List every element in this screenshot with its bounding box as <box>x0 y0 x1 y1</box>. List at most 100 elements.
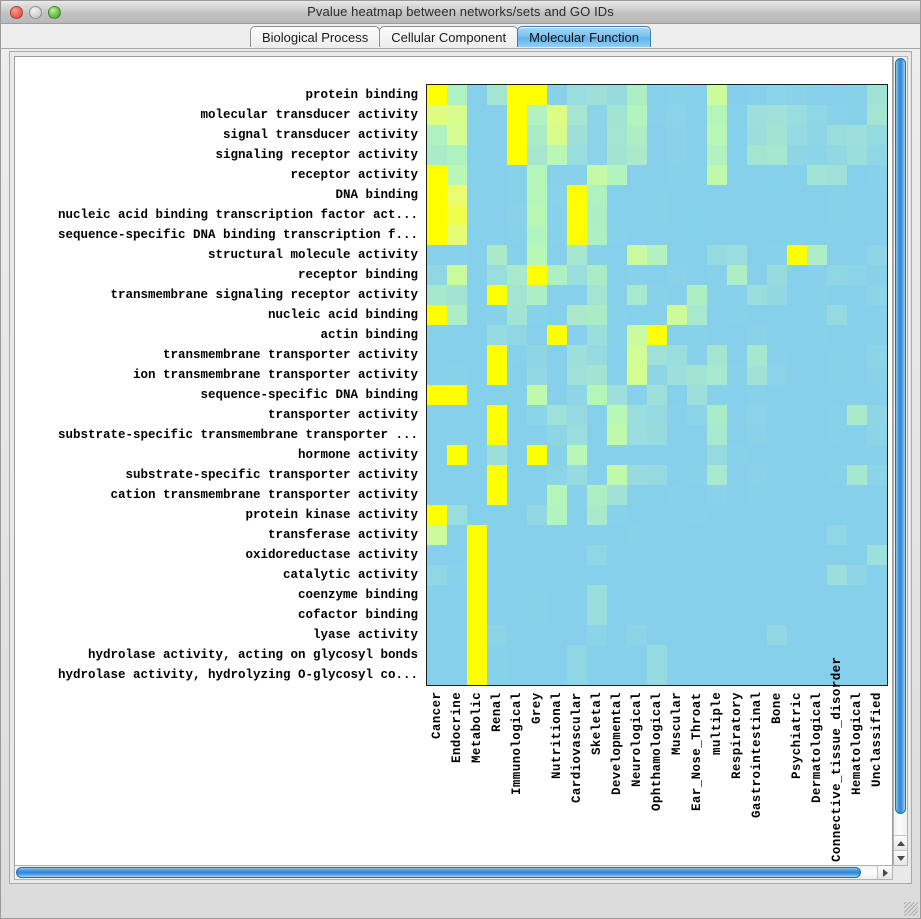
heatmap-cell[interactable] <box>827 185 847 205</box>
heatmap-cell[interactable] <box>767 165 787 185</box>
heatmap-cell[interactable] <box>747 625 767 645</box>
heatmap-cell[interactable] <box>687 445 707 465</box>
heatmap-cell[interactable] <box>507 505 527 525</box>
heatmap-cell[interactable] <box>767 205 787 225</box>
heatmap-cell[interactable] <box>627 125 647 145</box>
heatmap-cell[interactable] <box>747 165 767 185</box>
heatmap-cell[interactable] <box>567 625 587 645</box>
heatmap-cell[interactable] <box>847 385 867 405</box>
heatmap-cell[interactable] <box>687 85 707 105</box>
heatmap-cell[interactable] <box>807 585 827 605</box>
heatmap-cell[interactable] <box>767 665 787 685</box>
heatmap-cell[interactable] <box>447 505 467 525</box>
heatmap-cell[interactable] <box>647 185 667 205</box>
heatmap-cell[interactable] <box>587 105 607 125</box>
heatmap-cell[interactable] <box>487 385 507 405</box>
heatmap-cell[interactable] <box>427 85 447 105</box>
heatmap-cell[interactable] <box>427 385 447 405</box>
heatmap-cell[interactable] <box>627 345 647 365</box>
heatmap-cell[interactable] <box>727 445 747 465</box>
heatmap-cell[interactable] <box>507 105 527 125</box>
heatmap-cell[interactable] <box>487 225 507 245</box>
heatmap-cell[interactable] <box>787 425 807 445</box>
heatmap-cell[interactable] <box>707 605 727 625</box>
heatmap-cell[interactable] <box>427 205 447 225</box>
heatmap-cell[interactable] <box>727 405 747 425</box>
heatmap-cell[interactable] <box>867 225 887 245</box>
heatmap-cell[interactable] <box>667 665 687 685</box>
heatmap-cell[interactable] <box>567 665 587 685</box>
heatmap-cell[interactable] <box>587 465 607 485</box>
heatmap-cell[interactable] <box>427 485 447 505</box>
heatmap-cell[interactable] <box>467 165 487 185</box>
heatmap-cell[interactable] <box>567 225 587 245</box>
heatmap-cell[interactable] <box>547 285 567 305</box>
heatmap-cell[interactable] <box>747 205 767 225</box>
heatmap-cell[interactable] <box>427 305 447 325</box>
heatmap-cell[interactable] <box>847 645 867 665</box>
heatmap-cell[interactable] <box>527 385 547 405</box>
heatmap-cell[interactable] <box>427 365 447 385</box>
heatmap-cell[interactable] <box>867 325 887 345</box>
heatmap-cell[interactable] <box>707 505 727 525</box>
heatmap-cell[interactable] <box>667 365 687 385</box>
heatmap-cell[interactable] <box>487 645 507 665</box>
heatmap-cell[interactable] <box>487 545 507 565</box>
heatmap-cell[interactable] <box>547 145 567 165</box>
heatmap-cell[interactable] <box>427 645 447 665</box>
heatmap-cell[interactable] <box>747 525 767 545</box>
heatmap-cell[interactable] <box>427 265 447 285</box>
heatmap-cell[interactable] <box>867 505 887 525</box>
heatmap-cell[interactable] <box>607 165 627 185</box>
heatmap-cell[interactable] <box>607 645 627 665</box>
heatmap-cell[interactable] <box>567 125 587 145</box>
close-button[interactable] <box>10 6 23 19</box>
heatmap-cell[interactable] <box>787 405 807 425</box>
heatmap-cell[interactable] <box>627 525 647 545</box>
heatmap-cell[interactable] <box>747 245 767 265</box>
heatmap-cell[interactable] <box>587 325 607 345</box>
heatmap-cell[interactable] <box>587 245 607 265</box>
vertical-scrollbar[interactable] <box>893 56 908 866</box>
heatmap-cell[interactable] <box>487 165 507 185</box>
heatmap-cell[interactable] <box>447 105 467 125</box>
heatmap-cell[interactable] <box>807 605 827 625</box>
heatmap-cell[interactable] <box>607 425 627 445</box>
heatmap-cell[interactable] <box>847 565 867 585</box>
heatmap-cell[interactable] <box>667 125 687 145</box>
heatmap-cell[interactable] <box>767 225 787 245</box>
heatmap-cell[interactable] <box>767 185 787 205</box>
heatmap-cell[interactable] <box>867 445 887 465</box>
heatmap-cell[interactable] <box>767 345 787 365</box>
heatmap-cell[interactable] <box>587 365 607 385</box>
heatmap-cell[interactable] <box>547 185 567 205</box>
heatmap-cell[interactable] <box>767 545 787 565</box>
heatmap-cell[interactable] <box>847 505 867 525</box>
heatmap-cell[interactable] <box>527 665 547 685</box>
heatmap-cell[interactable] <box>747 345 767 365</box>
heatmap-cell[interactable] <box>627 445 647 465</box>
heatmap-cell[interactable] <box>847 85 867 105</box>
heatmap-cell[interactable] <box>707 485 727 505</box>
heatmap-cell[interactable] <box>587 445 607 465</box>
heatmap-cell[interactable] <box>647 665 667 685</box>
heatmap-cell[interactable] <box>527 565 547 585</box>
heatmap-cell[interactable] <box>647 365 667 385</box>
heatmap-cell[interactable] <box>567 565 587 585</box>
heatmap-cell[interactable] <box>447 645 467 665</box>
heatmap-cell[interactable] <box>567 505 587 525</box>
heatmap-cell[interactable] <box>487 265 507 285</box>
heatmap-cell[interactable] <box>707 125 727 145</box>
heatmap-cell[interactable] <box>447 565 467 585</box>
heatmap-cell[interactable] <box>667 345 687 365</box>
heatmap-cell[interactable] <box>627 305 647 325</box>
heatmap-cell[interactable] <box>447 665 467 685</box>
heatmap-cell[interactable] <box>807 485 827 505</box>
heatmap-cell[interactable] <box>567 645 587 665</box>
heatmap-cell[interactable] <box>687 385 707 405</box>
heatmap-cell[interactable] <box>807 245 827 265</box>
heatmap-cell[interactable] <box>707 305 727 325</box>
heatmap-cell[interactable] <box>487 445 507 465</box>
heatmap-cell[interactable] <box>747 505 767 525</box>
heatmap-cell[interactable] <box>847 445 867 465</box>
